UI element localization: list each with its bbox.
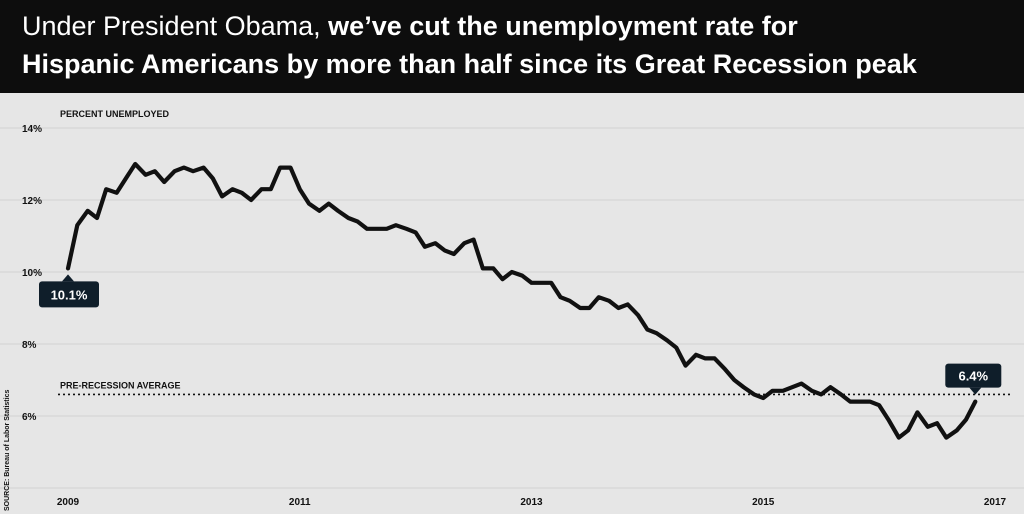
x-tick-label: 2015 <box>752 497 775 508</box>
unemployment-line-chart: 6% 8% 10% 12% 14% 2009 2011 2013 2015 2017 PERCE… <box>0 109 1024 511</box>
reference-line-label: PRE-RECESSION AVERAGE <box>60 380 181 390</box>
y-axis-label: PERCENT UNEMPLOYED <box>60 109 170 119</box>
x-tick-label: 2013 <box>520 497 543 508</box>
title-line-2: Hispanic Americans by more than half sin… <box>22 49 917 79</box>
x-tick-label: 2009 <box>57 497 80 508</box>
x-tick-label: 2017 <box>984 497 1007 508</box>
y-tick-label: 12% <box>22 196 42 207</box>
gridlines <box>0 127 1024 489</box>
title-claim: we’ve cut the unemployment rate for <box>328 11 798 41</box>
callout-start-pointer <box>62 274 74 282</box>
callout-end-box <box>945 363 1002 388</box>
y-axis: 6% 8% 10% 12% 14% <box>22 124 42 423</box>
y-tick-label: 10% <box>22 268 42 279</box>
x-axis: 2009 2011 2013 2015 2017 <box>57 497 1007 508</box>
source-note: SOURCE: Bureau of Labor Statistics <box>4 390 11 511</box>
callout-end-pointer <box>969 387 982 395</box>
title-intro: Under President Obama, <box>22 11 321 41</box>
y-tick-label: 8% <box>22 340 37 351</box>
callout-start-box <box>39 281 99 308</box>
callouts: 10.1% 6.4% <box>39 274 1002 395</box>
callout-start-value: 10.1% <box>51 287 88 302</box>
x-tick-label: 2011 <box>289 497 311 508</box>
y-tick-label: 14% <box>22 124 42 135</box>
series-layer <box>65 161 978 440</box>
callout-end-value: 6.4% <box>958 369 988 384</box>
unemployment-rate-line <box>65 161 978 440</box>
y-tick-label: 6% <box>22 412 37 423</box>
pre-recession-average-line: PRE-RECESSION AVERAGE <box>58 380 1010 396</box>
chart-header: Under President Obama, we’ve cut the une… <box>0 0 1024 93</box>
